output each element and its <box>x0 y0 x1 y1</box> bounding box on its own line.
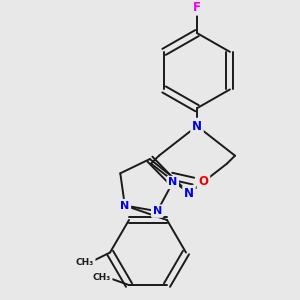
Text: N: N <box>184 187 194 200</box>
Text: N: N <box>168 178 177 188</box>
Text: O: O <box>198 175 208 188</box>
Text: F: F <box>193 1 201 14</box>
Text: N: N <box>120 200 130 211</box>
Text: CH₃: CH₃ <box>76 258 94 267</box>
Text: N: N <box>153 206 162 216</box>
Text: N: N <box>192 119 202 133</box>
Text: CH₃: CH₃ <box>93 273 111 282</box>
